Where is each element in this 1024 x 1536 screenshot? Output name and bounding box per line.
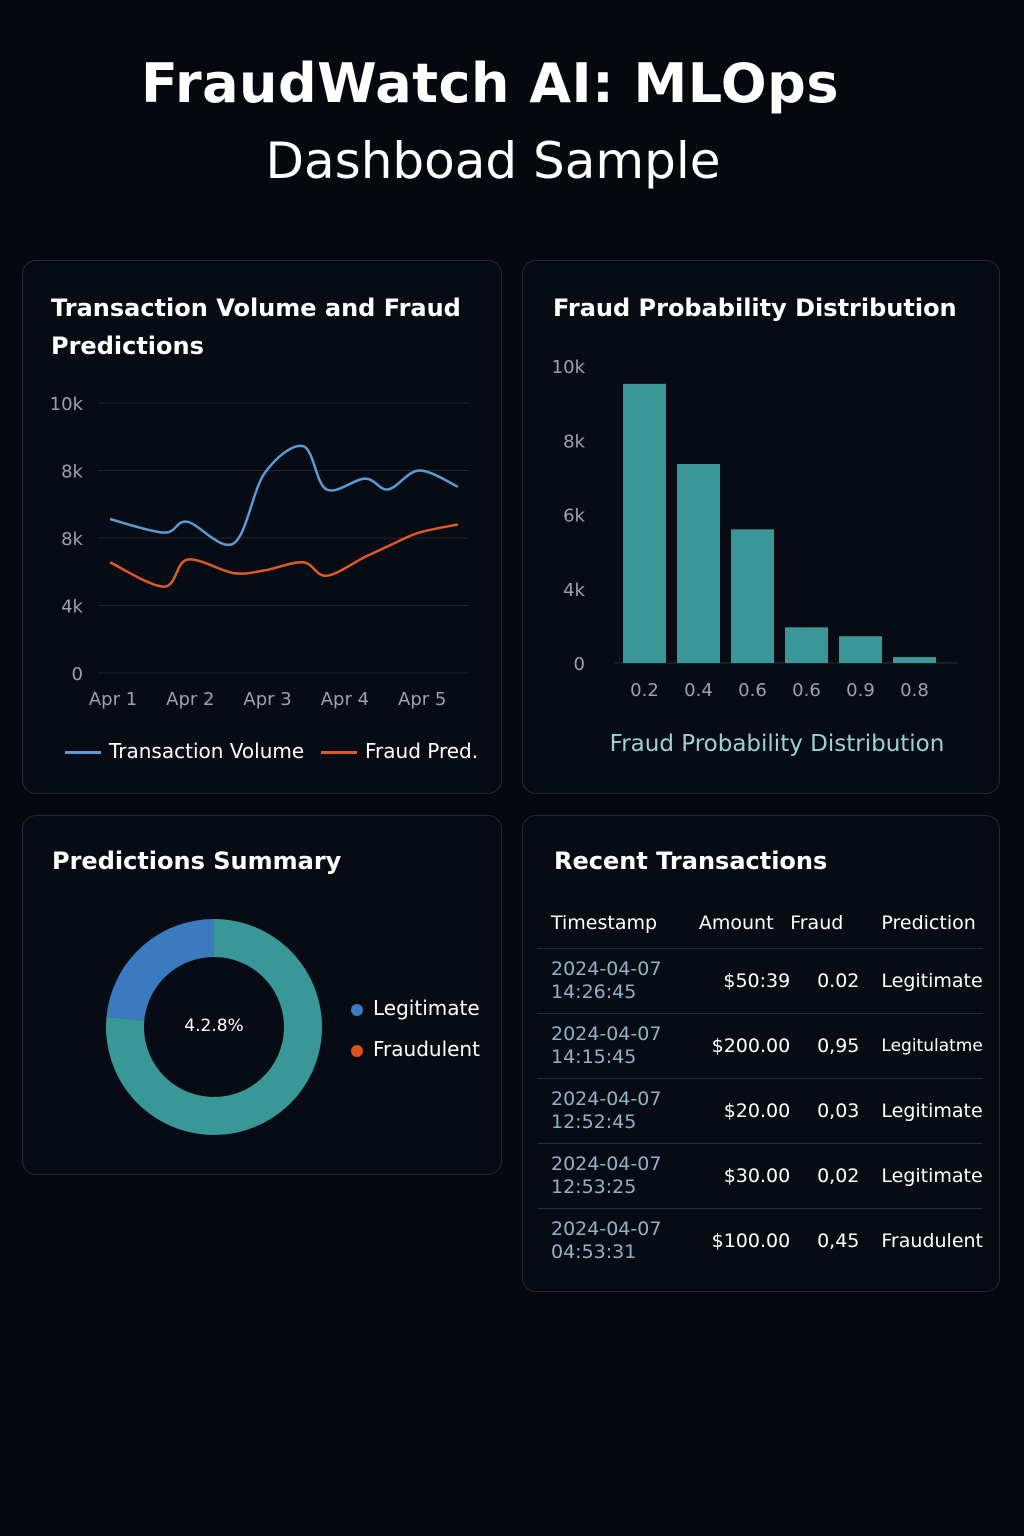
y-tick-label: 0 xyxy=(574,654,585,675)
histogram-bar xyxy=(839,636,882,663)
cell-date: 2024-04-07 xyxy=(551,1023,662,1045)
fraud-distribution-caption: Fraud Probability Distribution xyxy=(609,731,945,757)
legend-transaction-volume: Transaction Volume xyxy=(65,739,304,763)
cell-amount: $20.00 xyxy=(698,1078,791,1144)
cell-prediction: Legitimate xyxy=(859,948,983,1014)
cell-fraud-score: 0,95 xyxy=(790,1013,860,1079)
cell-prediction: Legitimate xyxy=(859,1143,983,1209)
recent-transactions-title: Recent Transactions xyxy=(554,847,828,875)
cell-time: 12:52:45 xyxy=(551,1111,637,1133)
cell-fraud-score: 0,45 xyxy=(817,1230,860,1252)
transactions-table: Timestamp Amount Fraud Prediction 2024-0… xyxy=(537,898,983,1273)
cell-timestamp: 2024-04-07 04:53:31 xyxy=(537,1209,699,1274)
cell-amount: $100.00 xyxy=(711,1230,791,1252)
column-header-timestamp[interactable]: Timestamp xyxy=(537,898,699,949)
y-tick-label: 10k xyxy=(50,394,84,415)
legend-fraudulent-label: Fraudulent xyxy=(373,1037,480,1061)
histogram-bar xyxy=(731,529,774,663)
x-tick-label: Apr 5 xyxy=(398,689,446,710)
legitimate-dot xyxy=(351,1003,363,1016)
column-header-prediction[interactable]: Prediction xyxy=(859,898,983,949)
cell-date: 2024-04-07 xyxy=(551,1153,662,1175)
page-subtitle: Dashboad Sample xyxy=(265,132,721,190)
cell-fraud-score: 0.02 xyxy=(790,948,860,1014)
bar-chart: 10k 8k 6k 4k 0 0.2 0.4 0.6 0.6 0.9 0.8 xyxy=(552,357,959,701)
page-title: FraudWatch AI: MLOps xyxy=(141,52,839,115)
cell-prediction: Legitimate xyxy=(859,1078,983,1144)
fraud-pred-line xyxy=(109,523,459,588)
legend-volume-label: Transaction Volume xyxy=(109,739,305,763)
y-tick-label: 8k xyxy=(563,431,585,452)
y-tick-label: 4k xyxy=(61,597,83,618)
cell-time: 14:26:45 xyxy=(551,981,637,1003)
legend-fraud-label: Fraud Pred. xyxy=(365,739,479,763)
transaction-volume-card: Transaction Volume and Fraud Predictions… xyxy=(22,260,502,794)
line-chart: 10k 8k 8k 4k 0 Apr 1 Apr 2 Apr 3 Apr 4 Apr 5 xyxy=(50,394,469,710)
legend-volume-swatch xyxy=(65,751,101,754)
histogram-bar xyxy=(623,383,666,663)
cell-time: 04:53:31 xyxy=(551,1241,637,1263)
donut-segment-legitimate xyxy=(106,919,215,1022)
cell-timestamp: 2024-04-07 14:26:45 xyxy=(537,948,699,1014)
cell-fraud-score: 0,02 xyxy=(790,1143,860,1209)
x-tick-label: 0.9 xyxy=(846,680,875,701)
x-tick-label: Apr 1 xyxy=(89,689,137,710)
histogram-bar xyxy=(785,627,828,663)
legend-fraud-pred: Fraud Pred. xyxy=(321,739,478,763)
table-row[interactable]: 2024-04-07 12:53:25 $30.00 0,02 Legitimat… xyxy=(537,1143,983,1209)
y-tick-label: 6k xyxy=(563,506,585,527)
column-header-fraud[interactable]: Fraud xyxy=(790,898,860,949)
y-tick-label: 8k xyxy=(61,462,83,483)
histogram-bar xyxy=(893,657,936,663)
fraudulent-dot xyxy=(351,1044,363,1057)
donut-center-label: 4.2.8% xyxy=(184,1016,244,1036)
x-tick-label: Apr 3 xyxy=(243,689,291,710)
histogram-bar xyxy=(677,464,720,663)
x-tick-label: 0.4 xyxy=(684,680,713,701)
fraud-distribution-title: Fraud Probability Distribution xyxy=(553,294,957,322)
x-tick-label: 0.6 xyxy=(792,680,821,701)
cell-amount: $50:39 xyxy=(698,948,791,1014)
table-row[interactable]: 2024-04-07 14:15:45 $200.00 0,95 Legitula… xyxy=(537,1013,983,1079)
recent-transactions-card: Recent Transactions Timestamp Amount Fra… xyxy=(522,815,1000,1292)
cell-timestamp: 2024-04-07 12:53:25 xyxy=(537,1143,699,1209)
transaction-volume-title: Transaction Volume and Fraud Predictions xyxy=(51,294,461,360)
legend-fraudulent: Fraudulent xyxy=(351,1037,480,1061)
column-header-amount[interactable]: Amount xyxy=(698,898,791,949)
cell-date: 2024-04-07 xyxy=(551,1218,662,1240)
y-tick-label: 8k xyxy=(61,529,83,550)
cell-amount: $200.00 xyxy=(698,1013,791,1079)
legend-fraud-swatch xyxy=(321,751,357,754)
x-tick-label: 0.6 xyxy=(738,680,767,701)
y-tick-label: 4k xyxy=(563,580,585,601)
table-row[interactable]: 2024-04-07 04:53:31 $100.00 0,45 Fraudule… xyxy=(537,1209,983,1274)
cell-date: 2024-04-07 xyxy=(551,958,662,980)
x-tick-label: Apr 2 xyxy=(166,689,214,710)
legend-legitimate-label: Legitimate xyxy=(373,996,480,1020)
y-tick-label: 0 xyxy=(72,664,83,685)
cell-prediction: Fraudulent xyxy=(881,1230,983,1252)
legend-legitimate: Legitimate xyxy=(351,996,480,1020)
table-row[interactable]: 2024-04-07 12:52:45 $20.00 0,03 Legitimat… xyxy=(537,1078,983,1144)
y-tick-label: 10k xyxy=(552,357,586,378)
predictions-summary-card: Predictions Summary 4.2.8% Legitimate Fr… xyxy=(22,815,502,1175)
donut-segment-other xyxy=(106,919,322,1135)
x-tick-label: Apr 4 xyxy=(321,689,369,710)
cell-amount: $30.00 xyxy=(698,1143,791,1209)
table-row[interactable]: 2024-04-07 14:26:45 $50:39 0.02 Legitimat… xyxy=(537,948,983,1014)
cell-timestamp: 2024-04-07 14:15:45 xyxy=(537,1013,699,1079)
cell-date: 2024-04-07 xyxy=(551,1088,662,1110)
x-tick-label: 0.8 xyxy=(900,680,929,701)
cell-prediction: Legitulatme xyxy=(859,1013,983,1079)
x-tick-label: 0.2 xyxy=(630,680,659,701)
cell-fraud-score: 0,03 xyxy=(790,1078,860,1144)
predictions-summary-title: Predictions Summary xyxy=(52,847,342,875)
fraud-distribution-card: Fraud Probability Distribution 10k 8k 6k 4k… xyxy=(522,260,1000,794)
donut-chart xyxy=(106,919,322,1135)
transaction-volume-line xyxy=(109,444,459,547)
cell-time: 12:53:25 xyxy=(551,1176,637,1198)
table-header-row: Timestamp Amount Fraud Prediction xyxy=(537,898,983,949)
cell-timestamp: 2024-04-07 12:52:45 xyxy=(537,1078,699,1144)
cell-time: 14:15:45 xyxy=(551,1046,637,1068)
